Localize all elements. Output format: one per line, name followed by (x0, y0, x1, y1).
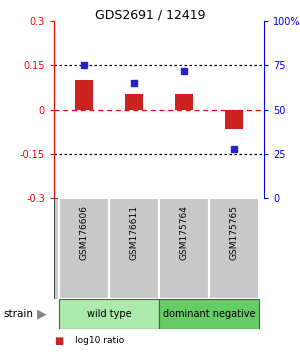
Text: ■: ■ (54, 336, 63, 346)
Text: dominant negative: dominant negative (163, 309, 255, 319)
Bar (225, 110, 243, 129)
Bar (209, 198, 259, 299)
Text: log10 ratio: log10 ratio (75, 336, 124, 345)
Bar (175, 93, 193, 110)
Text: GSM175765: GSM175765 (230, 205, 238, 260)
Bar (75, 80, 93, 110)
Text: GSM176611: GSM176611 (130, 205, 139, 260)
Bar (59, 299, 159, 329)
Bar (159, 299, 259, 329)
Text: wild type: wild type (87, 309, 131, 319)
Text: ▶: ▶ (37, 308, 47, 321)
Bar (125, 93, 143, 110)
Bar (109, 198, 159, 299)
Text: strain: strain (3, 309, 33, 319)
Bar (59, 198, 109, 299)
Text: GDS2691 / 12419: GDS2691 / 12419 (95, 9, 205, 22)
Text: GSM175764: GSM175764 (179, 205, 188, 260)
Text: GSM176606: GSM176606 (80, 205, 88, 260)
Bar (159, 198, 209, 299)
